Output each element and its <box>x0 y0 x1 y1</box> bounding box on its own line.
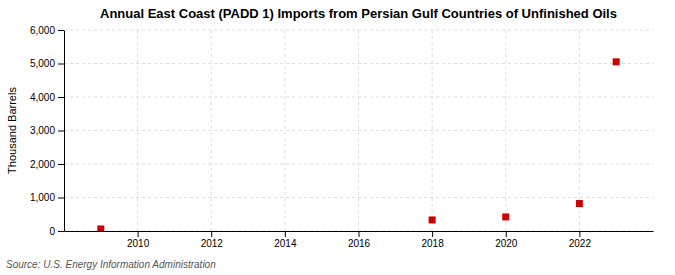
chart-svg: 2010 2012 2014 2016 2018 2020 2022 0 1,000 2,000 3… <box>0 0 675 275</box>
grid-line-x <box>505 30 506 231</box>
y-axis: 0 1,000 2,000 3,000 4,000 5,000 6,000 <box>30 25 65 237</box>
y-tick-mark <box>58 64 64 65</box>
x-tick-mark <box>138 231 139 237</box>
x-tick-label: 2014 <box>274 238 297 249</box>
grid-line-y <box>64 63 653 64</box>
y-tick-label: 2,000 <box>30 159 55 170</box>
grid-line-x <box>211 30 212 231</box>
y-tick-label: 5,000 <box>30 58 55 69</box>
x-tick: 2020 <box>495 231 518 249</box>
x-tick-mark <box>211 231 212 237</box>
y-tick: 0 <box>49 226 64 237</box>
y-tick-mark <box>58 131 64 132</box>
y-tick-mark <box>58 198 64 199</box>
x-tick-label: 2010 <box>127 238 150 249</box>
y-tick-label: 4,000 <box>30 92 55 103</box>
grid-line-y <box>64 197 653 198</box>
x-tick-label: 2018 <box>422 238 445 249</box>
y-tick: 6,000 <box>30 25 64 36</box>
x-tick-label: 2022 <box>569 238 592 249</box>
grid-line-x <box>137 30 138 231</box>
point <box>97 225 104 231</box>
x-tick: 2018 <box>422 231 445 249</box>
x-axis: 2010 2012 2014 2016 2018 2020 2022 <box>65 231 654 249</box>
grid-line-y <box>64 130 653 131</box>
x-tick-mark <box>432 231 433 237</box>
y-tick: 4,000 <box>30 92 64 103</box>
y-tick: 3,000 <box>30 125 64 136</box>
x-tick-label: 2016 <box>348 238 371 249</box>
y-axis-label: Thousand Barrels <box>6 87 18 174</box>
title: Annual East Coast (PADD 1) Imports from … <box>100 6 617 21</box>
y-tick-label: 0 <box>49 226 55 237</box>
x-tick: 2016 <box>348 231 371 249</box>
y-tick-mark <box>58 30 64 31</box>
grid-line-x <box>432 30 433 231</box>
x-tick: 2012 <box>201 231 224 249</box>
x-tick: 2010 <box>127 231 150 249</box>
points <box>97 58 619 231</box>
x-tick-label: 2012 <box>201 238 224 249</box>
x-tick: 2022 <box>569 231 592 249</box>
point <box>429 216 436 223</box>
y-tick-mark <box>58 231 64 232</box>
annotation: Source: U.S. Energy Information Administ… <box>6 259 216 270</box>
grid-line-x <box>358 30 359 231</box>
y-tick: 2,000 <box>30 159 64 170</box>
x-tick: 2014 <box>274 231 297 249</box>
grid <box>64 30 653 231</box>
y-tick-mark <box>58 97 64 98</box>
y-tick-label: 6,000 <box>30 25 55 36</box>
y-tick-label: 3,000 <box>30 125 55 136</box>
y-axis-line <box>64 31 65 232</box>
y-tick-mark <box>58 164 64 165</box>
y-tick-label: 1,000 <box>30 192 55 203</box>
y-tick: 1,000 <box>30 192 64 203</box>
x-tick-label: 2020 <box>495 238 518 249</box>
x-tick-mark <box>579 231 580 237</box>
point <box>613 58 620 65</box>
point <box>576 200 583 207</box>
grid-line-x <box>284 30 285 231</box>
x-tick-mark <box>359 231 360 237</box>
y-tick: 5,000 <box>30 58 64 69</box>
x-tick-mark <box>506 231 507 237</box>
chart-container: 2010 2012 2014 2016 2018 2020 2022 0 1,000 2,000 3… <box>0 0 675 275</box>
point <box>502 213 509 220</box>
x-tick-mark <box>285 231 286 237</box>
